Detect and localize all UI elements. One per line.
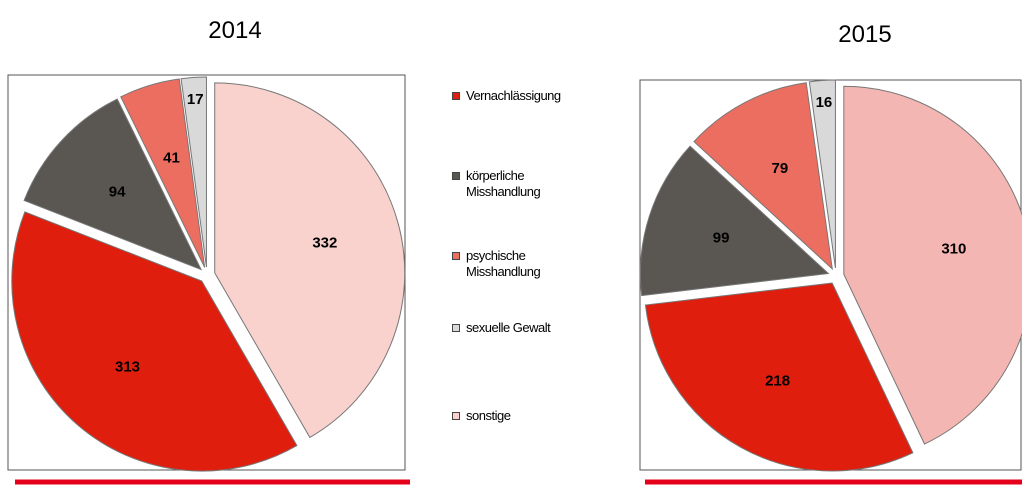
legend-label: körperliche Misshandlung	[466, 168, 541, 199]
pie-slice	[843, 85, 1022, 445]
pie-slice	[180, 76, 207, 268]
chart-title: 2015	[838, 21, 891, 48]
legend-item: sexuelle Gewalt	[452, 320, 641, 336]
pie-slice	[214, 82, 406, 439]
legend-swatch	[452, 92, 460, 100]
legend-item: körperliche Misshandlung	[452, 168, 576, 200]
legend-item: psychische Misshandlung	[452, 248, 576, 280]
legend-label: psychische Misshandlung	[466, 248, 541, 279]
legend-item: Vernachlässigung	[452, 88, 641, 104]
value-label: 310	[941, 240, 966, 257]
pie-slice	[120, 78, 206, 268]
legend-label: sexuelle Gewalt	[466, 320, 551, 335]
legend-label: Vernachlässigung	[466, 88, 561, 103]
pie-slice	[808, 79, 836, 269]
value-label: 79	[772, 160, 789, 177]
value-label: 94	[109, 183, 126, 200]
pie-slice	[644, 282, 914, 472]
value-label: 17	[187, 91, 204, 108]
legend-swatch	[452, 252, 460, 260]
legend-swatch	[452, 172, 460, 180]
pie-slice	[693, 82, 833, 271]
legend-swatch	[452, 412, 460, 420]
legend-swatch	[452, 324, 460, 332]
legend-label: sonstige	[466, 408, 511, 423]
pie-slice	[23, 98, 203, 271]
value-label: 99	[713, 230, 730, 247]
value-label: 16	[816, 94, 833, 111]
pie-slice	[11, 211, 298, 472]
value-label: 332	[312, 234, 337, 251]
value-label: 41	[163, 149, 180, 166]
pie-slice	[639, 145, 830, 297]
value-label: 313	[115, 359, 140, 376]
chart-title: 2014	[208, 17, 261, 44]
value-label: 218	[765, 373, 790, 390]
legend-item: sonstige	[452, 408, 641, 424]
